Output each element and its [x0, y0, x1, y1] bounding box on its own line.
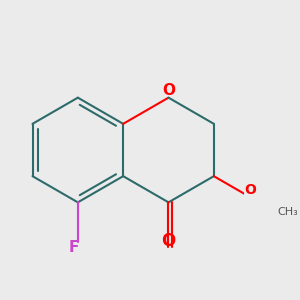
Text: CH₃: CH₃ [278, 206, 298, 217]
Text: O: O [245, 183, 256, 197]
Text: F: F [68, 240, 79, 255]
Text: O: O [162, 83, 175, 98]
Text: O: O [161, 232, 176, 250]
